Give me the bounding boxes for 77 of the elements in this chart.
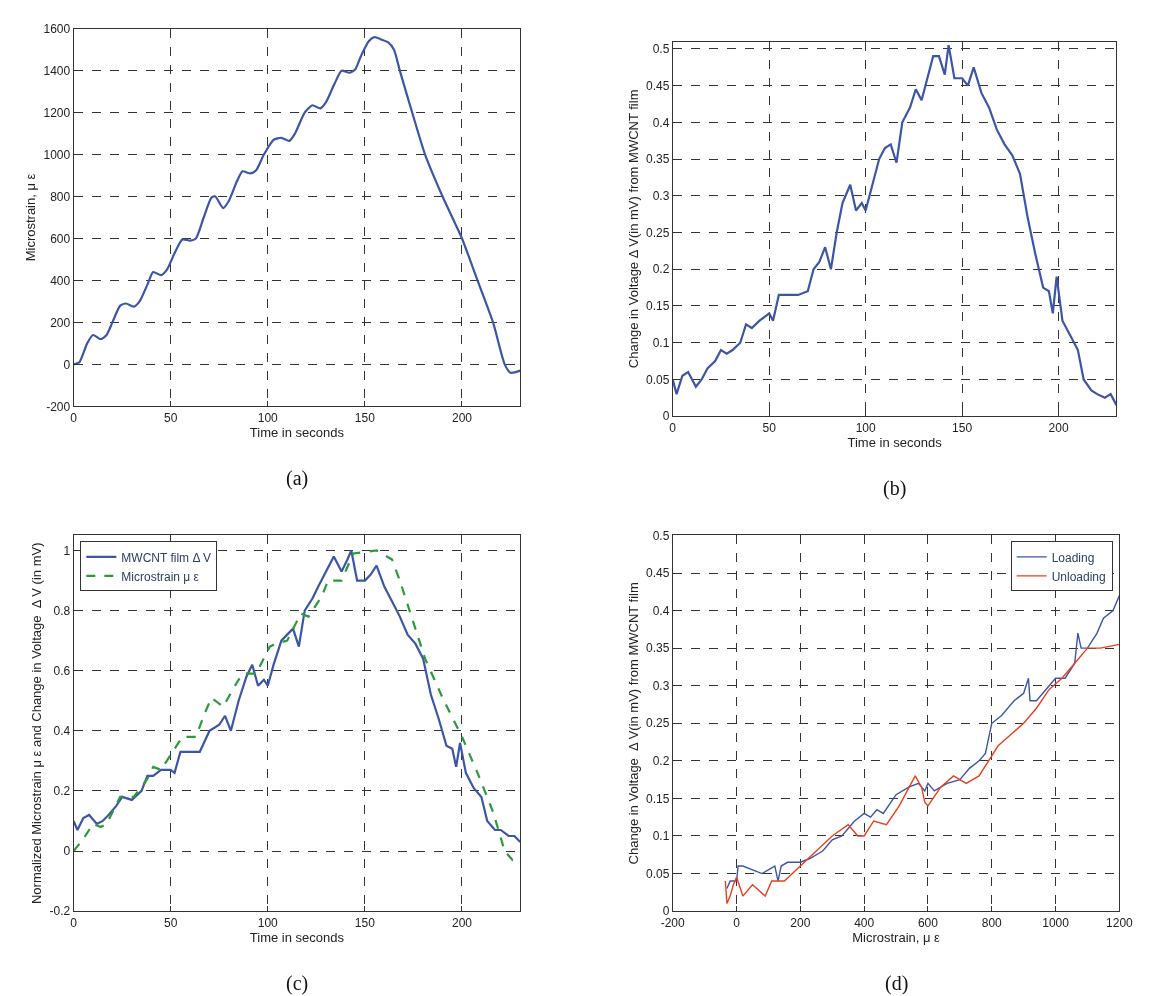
x-tick-label: 50 xyxy=(164,410,178,425)
y-tick-label: 0.15 xyxy=(645,299,670,314)
y-tick-label: 0.25 xyxy=(645,225,670,240)
legend-label: Loading xyxy=(1051,550,1095,565)
y-tick-label: 1600 xyxy=(43,21,71,36)
line-series xyxy=(672,44,1117,407)
y-tick-label: 0.3 xyxy=(652,188,670,203)
x-tick-label: 150 xyxy=(354,915,376,930)
x-tick-label: 200 xyxy=(790,915,811,930)
y-tick-label: 800 xyxy=(50,189,71,204)
y-tick-label: -0.2 xyxy=(49,904,71,919)
y-axis-title: Change in Voltage Δ V(in mV) from MWCNT film xyxy=(625,582,641,865)
x-tick-label: 100 xyxy=(257,410,279,425)
y-tick-label: 0.15 xyxy=(645,791,670,806)
text: (b) xyxy=(883,477,907,500)
x-axis-title: Microstrain, μ ε xyxy=(852,929,941,945)
y-tick-label: 600 xyxy=(50,231,71,246)
y-tick-label: 0.1 xyxy=(652,829,670,844)
y-tick-label: 1400 xyxy=(43,63,71,78)
x-tick-label: 400 xyxy=(854,915,875,930)
legend-label: Unloading xyxy=(1051,569,1106,584)
y-tick-label: 1000 xyxy=(43,147,71,162)
line-series xyxy=(73,35,521,374)
y-tick-label: 0 xyxy=(63,844,71,859)
y-tick-label: 200 xyxy=(50,315,71,330)
y-tick-label: 0.05 xyxy=(645,866,670,881)
y-tick-label: 0 xyxy=(63,357,71,372)
y-tick-label: 0 xyxy=(662,904,670,919)
y-tick-label: 0.2 xyxy=(53,784,71,799)
x-tick-label: 100 xyxy=(257,915,279,930)
legend-label: MWCNT film Δ V xyxy=(121,550,212,565)
x-tick-label: 200 xyxy=(451,915,473,930)
x-tick-label: 0 xyxy=(733,915,741,930)
y-tick-label: 1200 xyxy=(43,105,71,120)
y-tick-label: -200 xyxy=(46,399,71,414)
y-axis-title: Change in Voltage Δ V(in mV) from MWCNT film xyxy=(625,89,641,369)
x-tick-label: 50 xyxy=(762,420,777,435)
legend-label: Microstrain μ ε xyxy=(121,569,200,584)
y-tick-label: 0.45 xyxy=(645,78,670,93)
x-tick-label: 150 xyxy=(354,410,376,425)
x-tick-label: 200 xyxy=(1048,420,1069,435)
x-axis-title: Time in seconds xyxy=(249,929,345,945)
y-tick-label: 400 xyxy=(50,273,71,288)
x-tick-label: 1200 xyxy=(1106,915,1134,930)
y-tick-label: 0.3 xyxy=(652,678,670,693)
line-series xyxy=(724,643,1120,905)
y-tick-label: 0.8 xyxy=(53,603,71,618)
y-tick-label: 0.4 xyxy=(652,603,670,618)
line-series xyxy=(726,594,1120,890)
y-tick-label: 0.5 xyxy=(652,42,670,57)
text: (c) xyxy=(286,972,309,995)
y-tick-label: 0.6 xyxy=(53,663,71,678)
y-tick-label: 1 xyxy=(63,543,71,558)
x-tick-label: 150 xyxy=(952,420,973,435)
text: (a) xyxy=(286,467,309,490)
x-tick-label: 600 xyxy=(917,915,939,930)
x-tick-label: 100 xyxy=(855,420,876,435)
y-tick-label: 0.45 xyxy=(645,566,670,581)
x-axis-title: Time in seconds xyxy=(847,434,943,450)
y-tick-label: 0.1 xyxy=(652,335,670,350)
y-tick-label: 0.5 xyxy=(652,528,670,543)
x-tick-label: 800 xyxy=(981,915,1003,930)
y-tick-label: 0.35 xyxy=(645,152,670,167)
x-axis-title: Time in seconds xyxy=(249,424,345,440)
y-axis-title: Microstrain, μ ε xyxy=(23,173,39,262)
x-tick-label: 1000 xyxy=(1042,915,1070,930)
y-axis-title: Normalized Microstrain μ ε and Change in Voltage Δ V (in mV) xyxy=(29,542,45,905)
y-tick-label: 0.2 xyxy=(652,262,670,277)
y-tick-label: 0.4 xyxy=(53,724,71,739)
y-tick-label: 0.25 xyxy=(645,716,670,731)
y-tick-label: 0.2 xyxy=(652,754,670,769)
text: (d) xyxy=(885,972,909,995)
y-tick-label: 0.35 xyxy=(645,641,670,656)
x-tick-label: 200 xyxy=(451,410,473,425)
y-tick-label: 0.4 xyxy=(652,115,670,130)
x-tick-label: 50 xyxy=(164,915,178,930)
y-tick-label: 0.05 xyxy=(645,372,670,387)
